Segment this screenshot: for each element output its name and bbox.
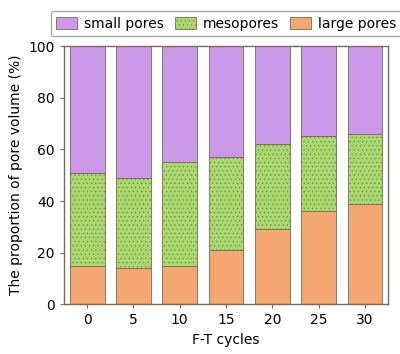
Bar [348, 204, 382, 304]
Bar [209, 250, 243, 304]
Bar [255, 229, 290, 304]
Legend: small pores, mesopores, large pores: small pores, mesopores, large pores [50, 11, 400, 36]
Y-axis label: The proportion of pore volume (%): The proportion of pore volume (%) [9, 55, 23, 296]
Bar [162, 162, 197, 266]
Bar [348, 134, 382, 204]
Bar [116, 178, 151, 268]
Bar [301, 136, 336, 211]
X-axis label: F-T cycles: F-T cycles [192, 333, 260, 347]
Bar [116, 268, 151, 304]
Bar [70, 173, 104, 266]
Bar [255, 144, 290, 229]
Bar [70, 266, 104, 304]
Bar [116, 46, 151, 178]
Bar [301, 211, 336, 304]
Bar [209, 46, 243, 157]
Bar [348, 46, 382, 134]
Bar [162, 46, 197, 162]
Bar [70, 46, 104, 173]
Bar [255, 46, 290, 144]
Bar [209, 157, 243, 250]
Bar [162, 266, 197, 304]
Bar [301, 46, 336, 136]
